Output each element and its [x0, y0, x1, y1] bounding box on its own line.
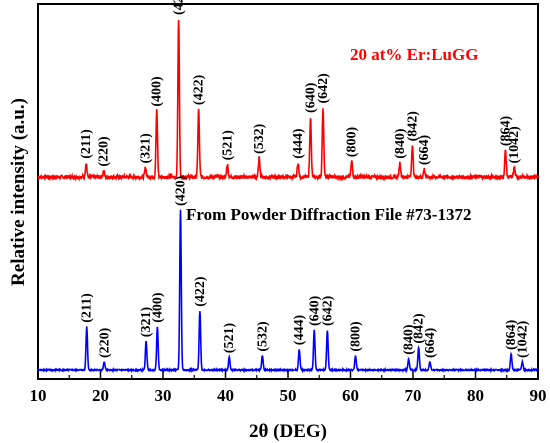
- y-axis-title: Relative intensity (a.u.): [8, 98, 29, 286]
- x-tick-label: 20: [92, 386, 109, 405]
- x-axis: 10 20 30 40 50 60 70 80 90: [30, 371, 547, 405]
- peak-label: (642): [316, 73, 331, 104]
- peak-label: (321): [139, 133, 154, 164]
- peak-label: (640): [307, 295, 322, 326]
- peak-labels: (211)(220)(321)(400)(420)(422)(521)(532)…: [79, 0, 530, 358]
- peak-label: (1042): [515, 320, 530, 358]
- x-tick-label: 40: [217, 386, 234, 405]
- peak-label: (220): [97, 327, 112, 358]
- x-tick-label: 50: [280, 386, 297, 405]
- peak-label: (422): [193, 276, 208, 307]
- peak-label: (321): [139, 307, 154, 338]
- peak-label: (864): [499, 115, 514, 146]
- x-tick-label: 30: [155, 386, 172, 405]
- peak-label: (420): [174, 175, 189, 206]
- peak-label: (640): [304, 82, 319, 113]
- peak-label: (422): [192, 74, 207, 105]
- peak-label: (220): [97, 136, 112, 167]
- peak-label: (532): [255, 321, 270, 352]
- x-tick-label: 80: [467, 386, 484, 405]
- peak-label: (400): [150, 76, 165, 107]
- traces: [37, 19, 539, 374]
- peak-label: (444): [291, 128, 306, 159]
- peak-label: (664): [417, 134, 432, 165]
- peak-label: (521): [222, 323, 237, 354]
- peak-label: (400): [150, 292, 165, 323]
- peak-label: (842): [405, 111, 420, 142]
- x-axis-title: 2θ (DEG): [249, 421, 327, 442]
- peak-label: (211): [79, 129, 94, 159]
- peak-label: (1042): [507, 126, 522, 164]
- peak-label: (521): [220, 130, 235, 161]
- legend-er-lugg: 20 at% Er:LuGG: [350, 45, 478, 64]
- peak-label: (211): [80, 293, 95, 323]
- peak-label: (840): [402, 324, 417, 355]
- peak-label: (532): [252, 123, 267, 154]
- x-tick-label: 10: [30, 386, 47, 405]
- trace-pdf-reference: [37, 209, 539, 374]
- peak-label: (444): [292, 315, 307, 346]
- peak-label: (864): [504, 319, 519, 350]
- peak-label: (664): [423, 327, 438, 358]
- trace-er-lugg: [37, 19, 539, 182]
- legend-pdf-reference: From Powder Diffraction File #73-1372: [186, 205, 471, 224]
- peak-label: (800): [349, 321, 364, 352]
- peak-label: (840): [393, 128, 408, 159]
- x-tick-label: 90: [530, 386, 547, 405]
- peak-label: (800): [345, 127, 360, 158]
- x-tick-label: 60: [342, 386, 359, 405]
- peak-label: (842): [412, 313, 427, 344]
- peak-label: (420): [172, 0, 187, 15]
- x-tick-label: 70: [405, 386, 422, 405]
- peak-label: (642): [320, 295, 335, 326]
